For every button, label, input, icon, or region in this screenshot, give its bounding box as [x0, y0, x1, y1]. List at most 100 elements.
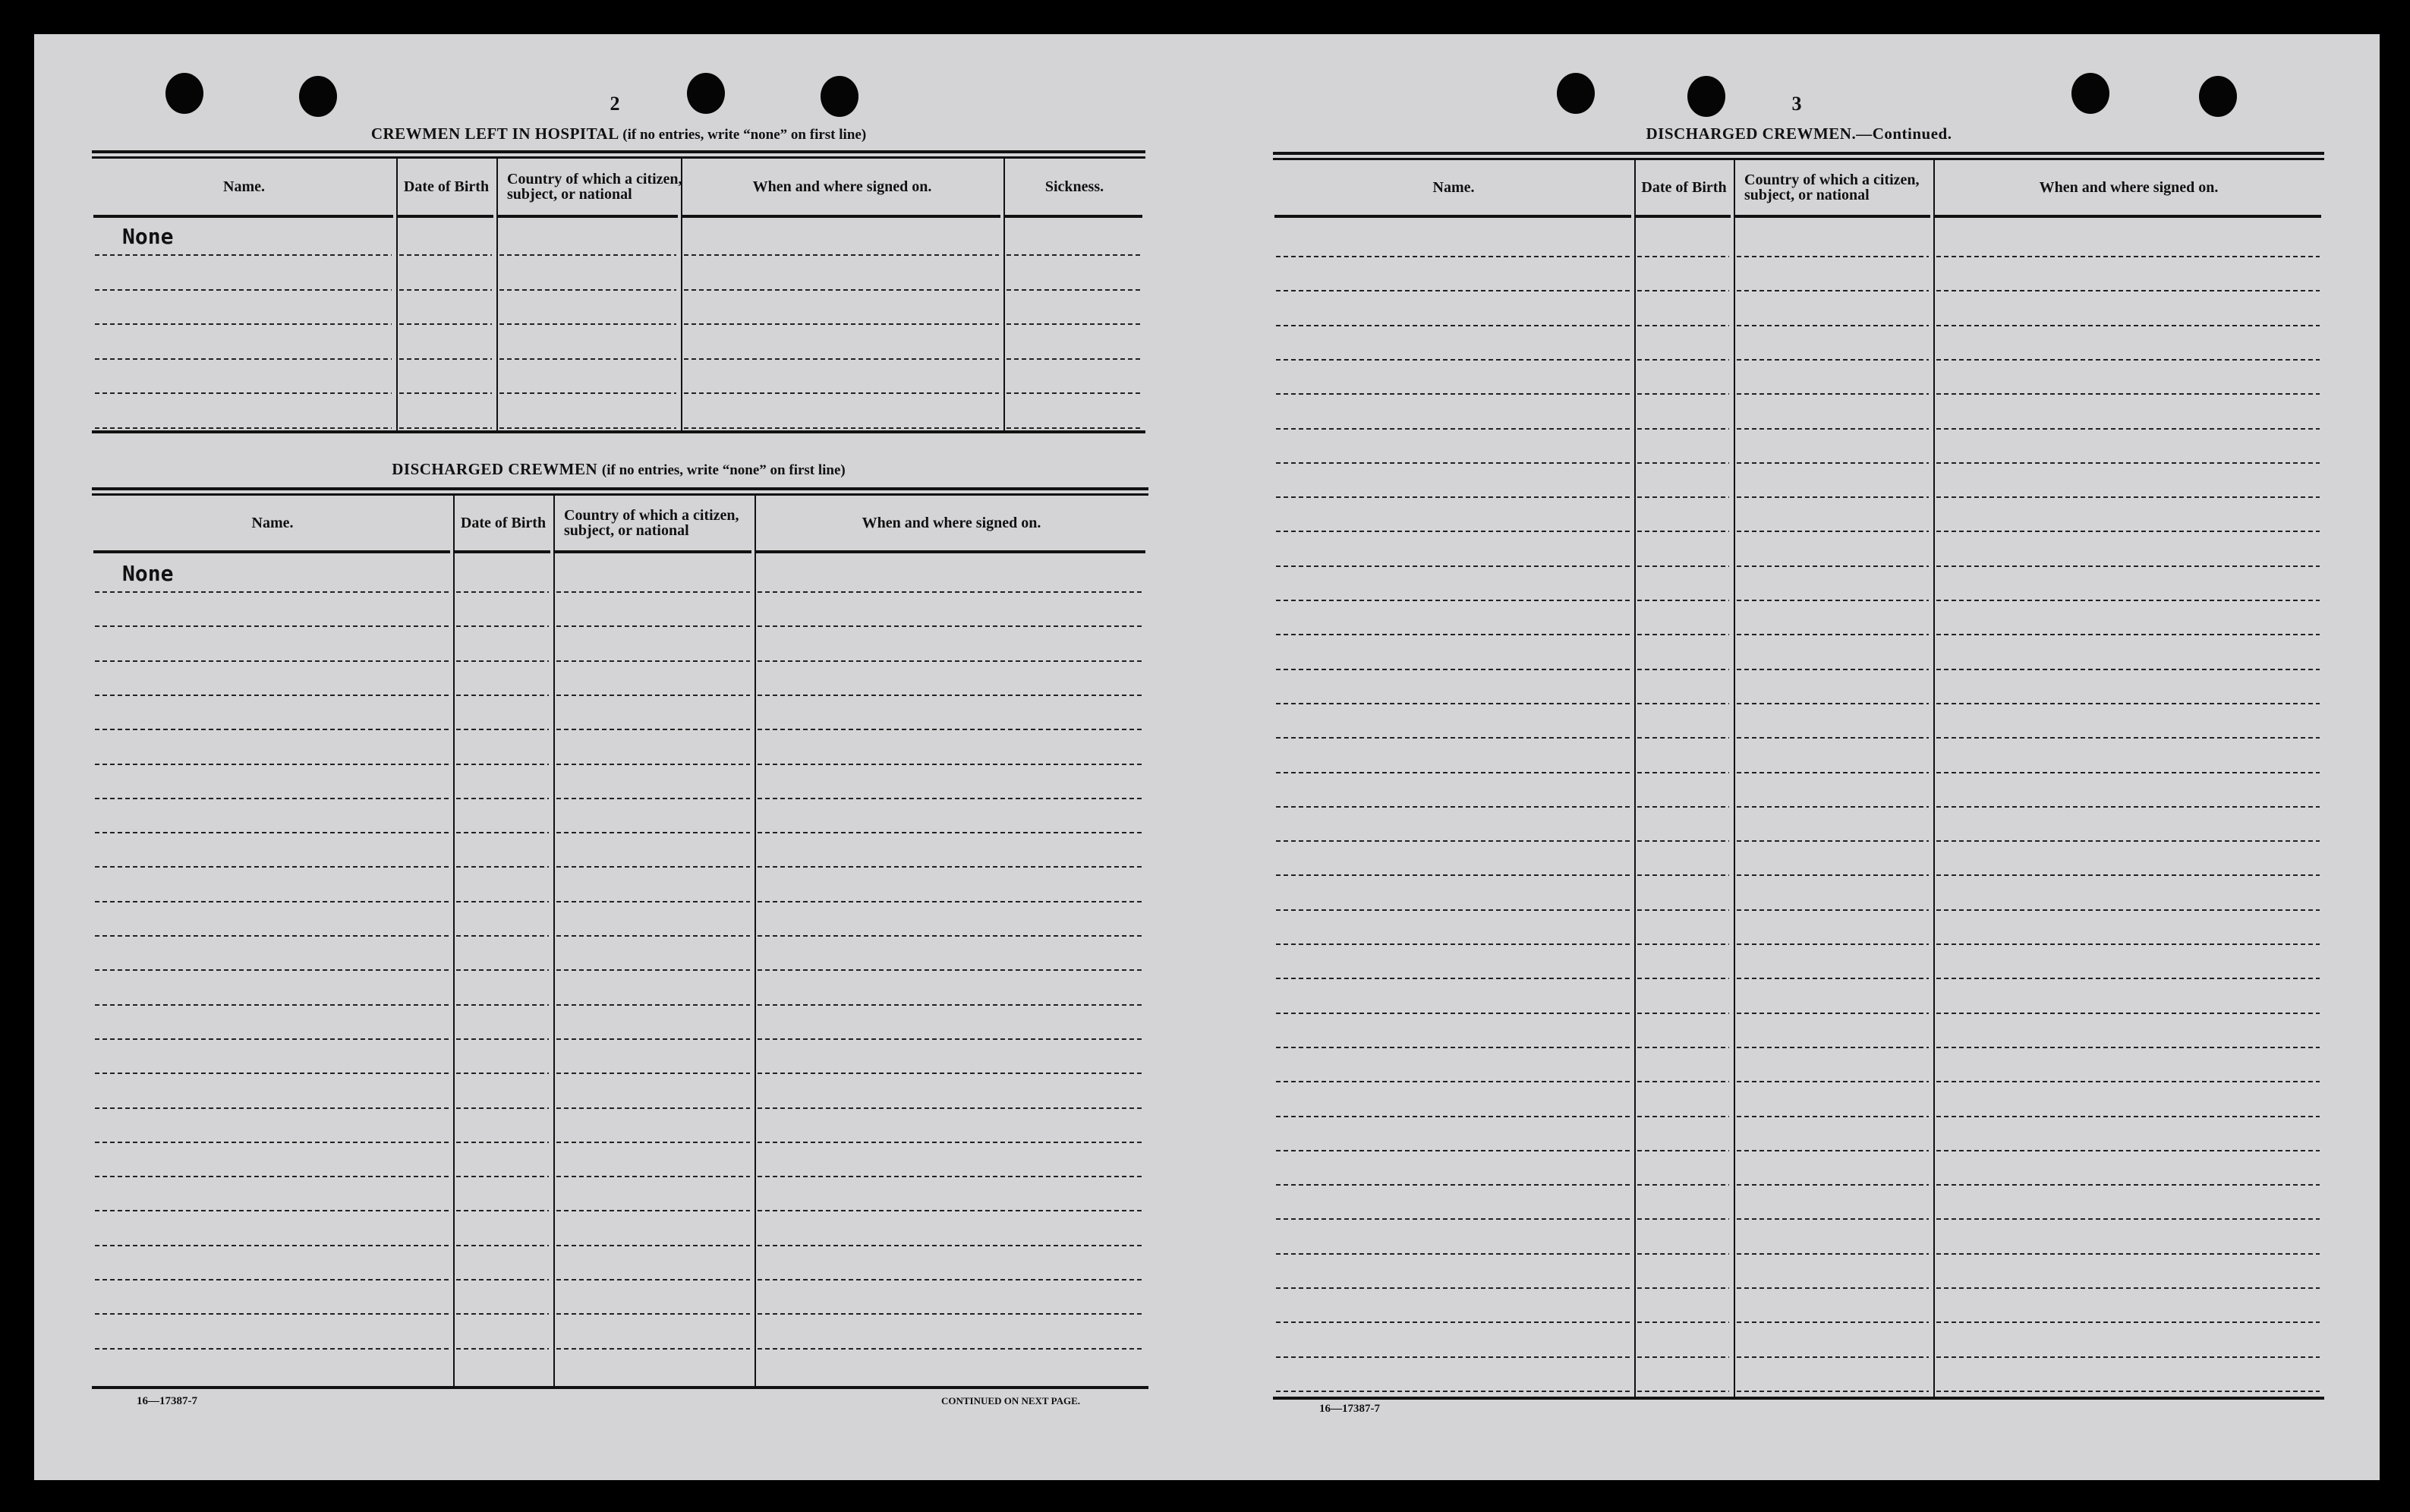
- entry-line: [1637, 1321, 1729, 1324]
- entry-line: [1737, 771, 1929, 773]
- entry-line: [1637, 324, 1729, 326]
- entry-line: [1276, 805, 1630, 808]
- entry-line: [556, 1210, 750, 1212]
- entry-line: [1276, 358, 1630, 361]
- entry-line: [95, 935, 449, 937]
- entry-line: [1737, 840, 1929, 843]
- entry-line: [399, 288, 492, 291]
- entry-line: [499, 254, 676, 256]
- entry-line: [1637, 600, 1729, 601]
- entry-line: [499, 427, 676, 429]
- entry-line: [1737, 1046, 1929, 1048]
- entry-line: [684, 288, 999, 291]
- entry-line: [1936, 978, 2320, 980]
- handwritten-entry: None: [122, 224, 174, 249]
- entry-line: [758, 1279, 1144, 1280]
- entry-line: [1737, 702, 1929, 704]
- entry-line: [1936, 1356, 2320, 1358]
- entry-line: [1737, 1218, 1929, 1221]
- entry-line: [1936, 909, 2320, 911]
- table-top-double-rule: [1273, 152, 2324, 160]
- entry-line: [456, 694, 549, 696]
- punch-hole: [2199, 76, 2237, 117]
- header-rule: [455, 550, 550, 553]
- entry-line: [1737, 1184, 1929, 1186]
- punch-hole: [2071, 73, 2109, 114]
- entry-line: [95, 1038, 449, 1040]
- entry-line: [1737, 1115, 1929, 1117]
- entry-line: [1637, 805, 1729, 808]
- entry-line: [399, 392, 492, 394]
- header-rule: [1735, 215, 1930, 218]
- entry-line: [1737, 600, 1929, 601]
- entry-line: [95, 660, 449, 662]
- entry-line: [1276, 496, 1630, 499]
- entry-line: [1737, 737, 1929, 739]
- column-header: Name.: [1432, 178, 1475, 196]
- entry-line: [758, 660, 1144, 662]
- entry-line: [1737, 1149, 1929, 1151]
- entry-line: [1276, 427, 1630, 430]
- entry-line: [1737, 1356, 1929, 1358]
- entry-line: [456, 900, 549, 902]
- table-bottom-rule: [92, 1386, 1148, 1389]
- entry-line: [95, 1210, 449, 1212]
- entry-line: [95, 1107, 449, 1109]
- entry-line: [1737, 1081, 1929, 1083]
- entry-line: [1276, 943, 1630, 945]
- entry-line: [1637, 1218, 1729, 1221]
- column-header: When and where signed on.: [862, 514, 1041, 531]
- entry-line: [456, 625, 549, 628]
- column-header: Country of which a citizen, subject, or …: [564, 506, 739, 539]
- entry-line: [1936, 427, 2320, 430]
- entry-line: [456, 1210, 549, 1212]
- entry-line: [1276, 461, 1630, 464]
- handwritten-entry: None: [122, 561, 174, 586]
- entry-line: [1737, 1321, 1929, 1324]
- entry-line: [1276, 737, 1630, 739]
- entry-line: [1276, 565, 1630, 567]
- entry-line: [556, 832, 750, 834]
- entry-line: [95, 323, 392, 325]
- entry-line: [758, 729, 1144, 731]
- entry-line: [399, 358, 492, 360]
- entry-line: [1276, 1149, 1630, 1151]
- entry-line: [1637, 737, 1729, 739]
- entry-line: [1936, 496, 2320, 499]
- entry-line: [1276, 1184, 1630, 1186]
- entry-line: [1936, 1184, 2320, 1186]
- entry-line: [456, 866, 549, 868]
- entry-line: [456, 1176, 549, 1178]
- header-rule: [1636, 215, 1731, 218]
- entry-line: [1637, 565, 1729, 567]
- column-divider: [681, 156, 682, 430]
- punch-hole: [299, 76, 337, 117]
- entry-line: [1737, 874, 1929, 877]
- entry-line: [758, 694, 1144, 696]
- entry-line: [456, 935, 549, 937]
- entry-line: [1936, 1149, 2320, 1151]
- entry-line: [1936, 1012, 2320, 1014]
- entry-line: [1276, 874, 1630, 877]
- entry-line: [1637, 290, 1729, 292]
- entry-line: [456, 1107, 549, 1109]
- column-header: Date of Birth: [1641, 178, 1727, 196]
- entry-line: [684, 323, 999, 325]
- entry-line: [95, 254, 392, 256]
- form-paper: [34, 34, 2380, 1480]
- entry-line: [1637, 943, 1729, 945]
- entry-line: [556, 1038, 750, 1040]
- entry-line: [1936, 1287, 2320, 1289]
- entry-line: [1637, 1252, 1729, 1255]
- entry-line: [1637, 840, 1729, 843]
- column-header: When and where signed on.: [2039, 178, 2219, 196]
- entry-line: [1276, 1115, 1630, 1117]
- entry-line: [499, 358, 676, 360]
- entry-line: [1737, 427, 1929, 430]
- entry-line: [1637, 634, 1729, 636]
- entry-line: [1637, 1081, 1729, 1083]
- column-divider: [553, 493, 555, 1386]
- entry-line: [95, 591, 449, 593]
- entry-line: [556, 591, 750, 593]
- entry-line: [556, 1176, 750, 1178]
